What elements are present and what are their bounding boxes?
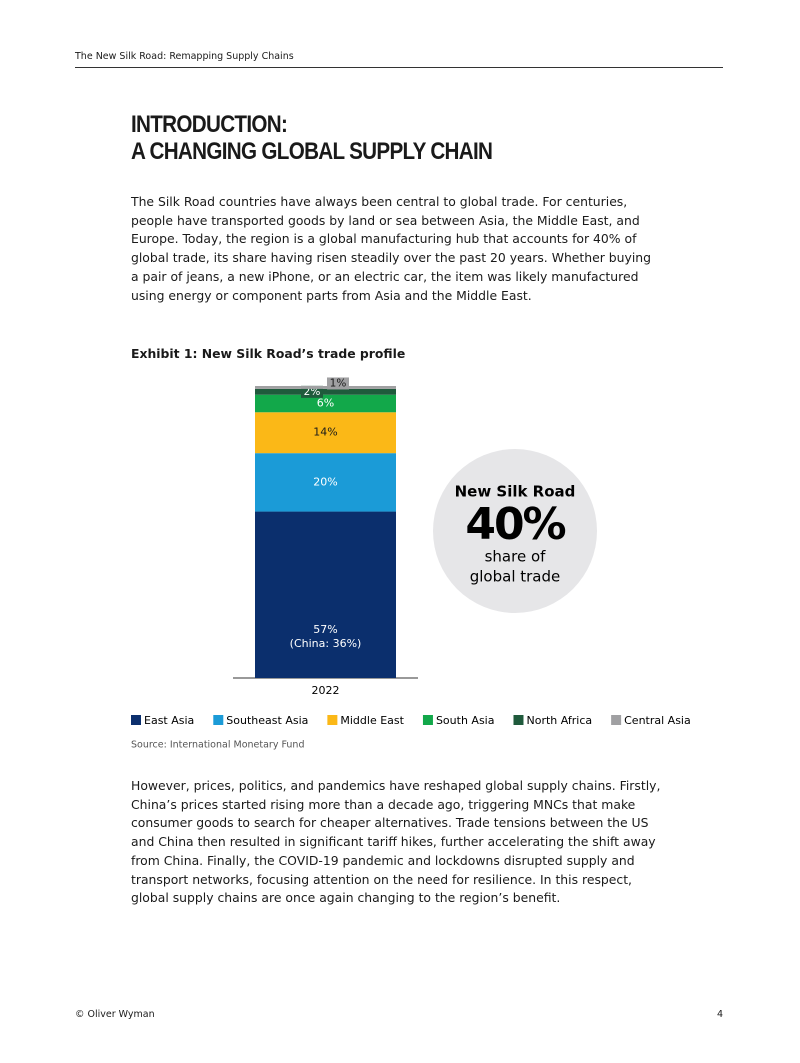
callout-text: global trade [470, 568, 561, 586]
footer-copyright: © Oliver Wyman [75, 1009, 155, 1020]
legend-label: Central Asia [624, 714, 691, 727]
value-label: 6% [317, 397, 334, 410]
header-rule [75, 67, 723, 68]
legend-label: Middle East [340, 714, 404, 727]
legend-label: South Asia [436, 714, 495, 727]
value-label: 14% [313, 426, 337, 439]
annotation: (China: 36%) [290, 637, 362, 650]
value-label: 57% [313, 623, 337, 636]
legend-swatch [611, 715, 622, 725]
legend-swatch [422, 715, 433, 725]
bar-segment [255, 394, 396, 413]
legend-swatch [213, 715, 224, 725]
paragraph: The Silk Road countries have always been… [131, 194, 651, 303]
value-label: 20% [313, 475, 337, 488]
legend-label: East Asia [144, 714, 194, 727]
callout-value: 40% [465, 499, 565, 550]
bar-segment [255, 388, 396, 395]
exhibit-title: Exhibit 1: New Silk Road’s trade profile [131, 346, 406, 361]
bar-segment [255, 412, 396, 454]
bar-segment [255, 386, 396, 389]
title-line: INTRODUCTION: [131, 111, 288, 138]
legend-swatch [327, 715, 338, 725]
page-number: 4 [716, 1009, 723, 1020]
legend-swatch [131, 715, 141, 725]
source: Source: International Monetary Fund [131, 740, 305, 751]
value-label: 1% [330, 377, 347, 389]
callout-circle [433, 449, 597, 613]
bar-segment [255, 453, 396, 512]
callout-text: share of [485, 548, 547, 566]
callout-title: New Silk Road [455, 483, 576, 501]
legend-label: North Africa [526, 714, 592, 727]
value-label-box [327, 377, 349, 390]
bar-segment [255, 511, 396, 678]
legend-label: Southeast Asia [226, 714, 308, 727]
running-header: The New Silk Road: Remapping Supply Chai… [75, 51, 294, 62]
legend-swatch [513, 715, 524, 725]
x-tick-label: 2022 [312, 684, 340, 697]
title-line: A CHANGING GLOBAL SUPPLY CHAIN [131, 138, 493, 165]
paragraph: However, prices, politics, and pandemics… [131, 778, 661, 906]
